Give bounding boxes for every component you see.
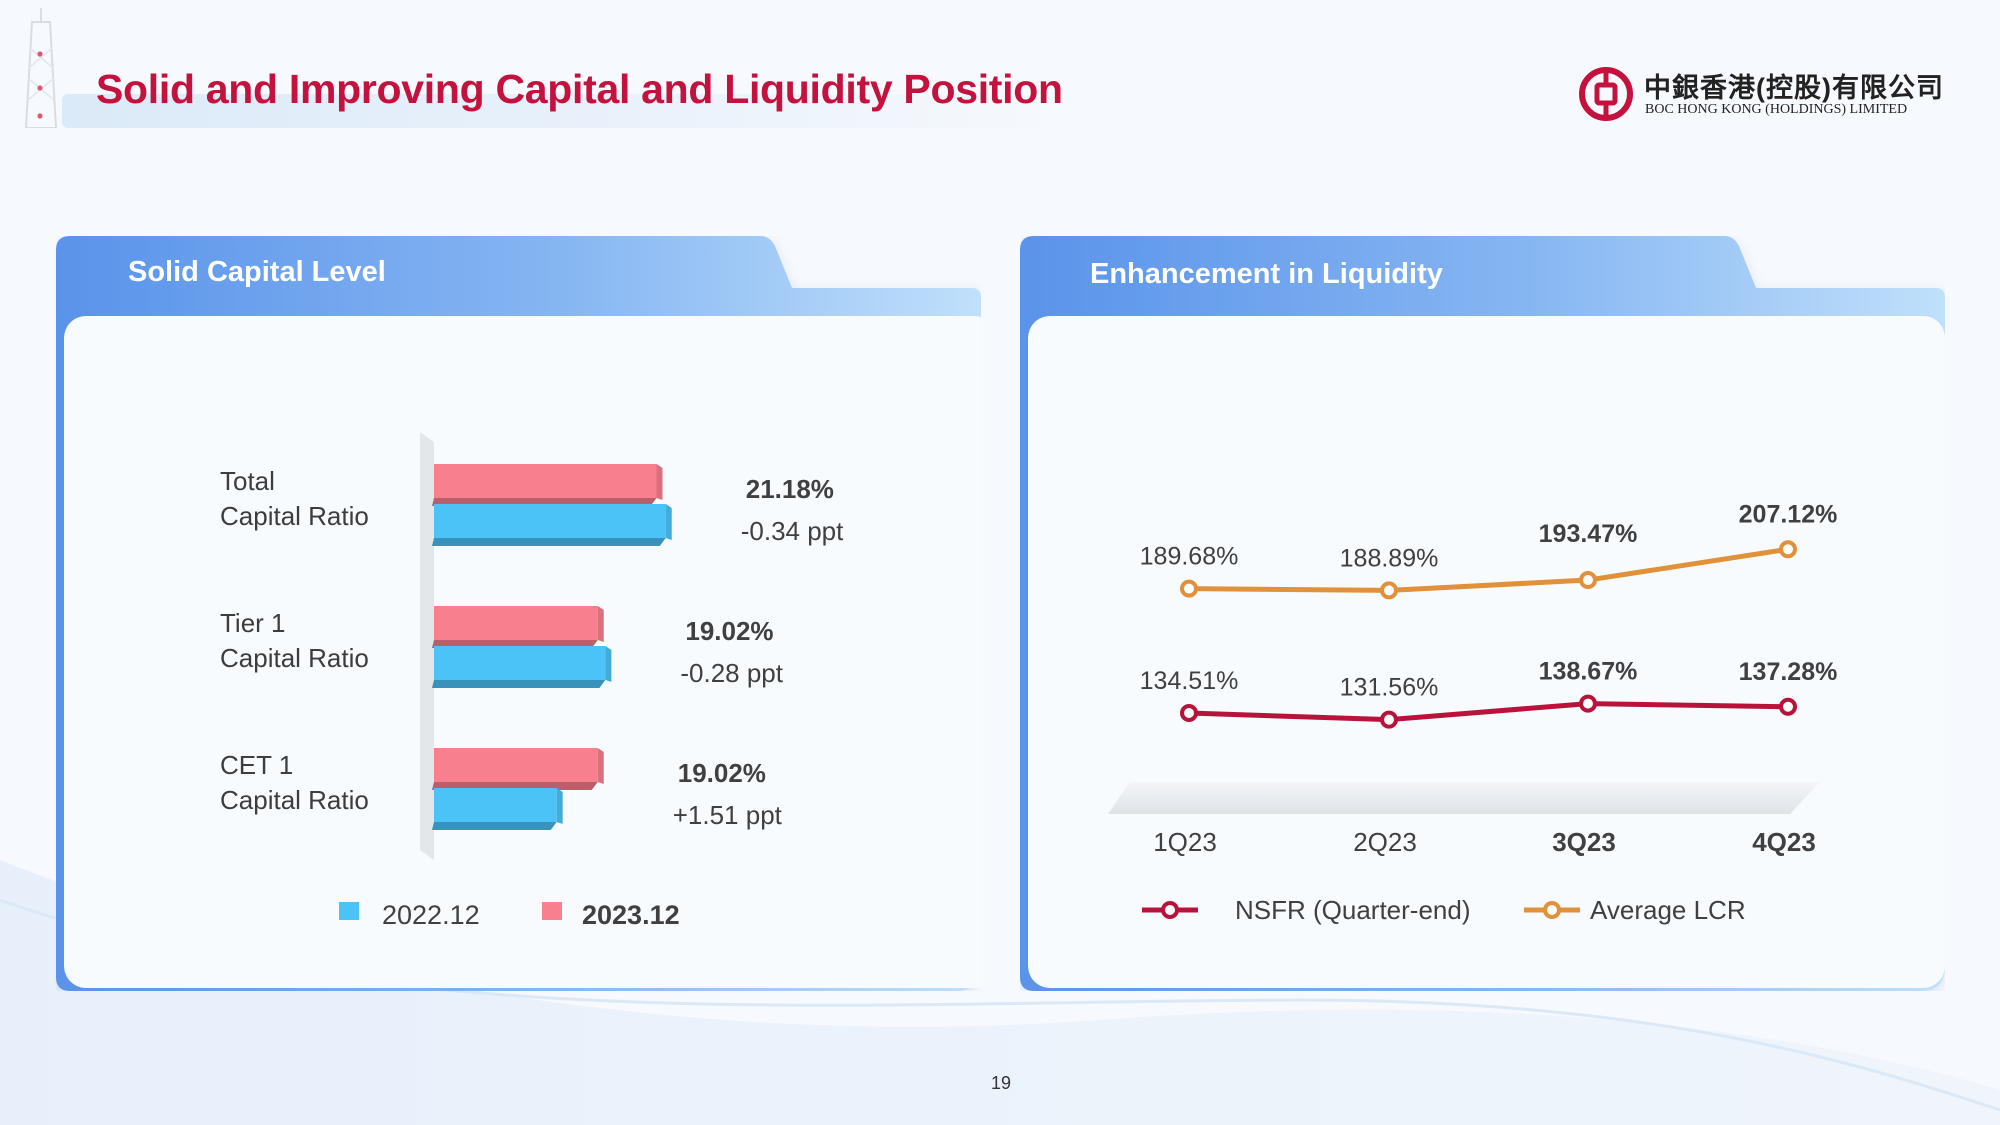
legend-label-lcr: Average LCR	[1590, 895, 1746, 925]
company-logo: 中銀香港(控股)有限公司 BOC HONG KONG (HOLDINGS) LI…	[1578, 64, 1943, 128]
tower-icon	[24, 8, 58, 128]
x-tick-label: 3Q23	[1552, 827, 1616, 857]
liquidity-panel: Enhancement in Liquidity 189.68% 188.89% 1…	[1020, 236, 1945, 991]
liquidity-ratio-chart: 189.68% 188.89% 193.47% 207.12% 134.51% 131.5…	[1140, 500, 1838, 925]
legend-label-nsfr: NSFR (Quarter-end)	[1235, 895, 1471, 925]
data-label: 19.02%	[685, 616, 773, 646]
nsfr-data-label: 138.67%	[1539, 658, 1638, 686]
bar-2022-0-bottom	[432, 538, 666, 546]
nsfr-point	[1779, 697, 1797, 716]
nsfr-point	[1579, 694, 1597, 713]
bar-2022-1-face	[434, 646, 606, 680]
bar-2023-0	[432, 464, 663, 506]
category-label: Capital Ratio	[220, 501, 369, 531]
bar-2022-1	[432, 646, 612, 688]
bar-2022-1-bottom	[432, 680, 606, 688]
bar-2022-2	[432, 788, 563, 830]
axis-wall	[420, 432, 434, 860]
lcr-data-label: 189.68%	[1140, 543, 1239, 571]
legend-swatch-2023	[542, 902, 562, 920]
legend-label-2022: 2022.12	[382, 900, 480, 930]
category-label: Capital Ratio	[220, 643, 369, 673]
lcr-point	[1380, 581, 1398, 600]
change-label: -0.34 ppt	[741, 516, 844, 546]
bar-2023-0-face	[434, 464, 657, 498]
title-underline-bar	[62, 94, 1062, 128]
lcr-data-label: 207.12%	[1739, 500, 1838, 528]
bar-2023-2	[432, 748, 604, 790]
capital-ratio-chart: Total Capital Ratio 21.18% -0.34 ppt Tier 1 C…	[220, 432, 844, 930]
lcr-data-label: 188.89%	[1340, 544, 1439, 572]
bar-2022-0	[432, 504, 672, 546]
bar-2022-0-face	[434, 504, 666, 538]
nsfr-point	[1380, 710, 1398, 729]
category-label: CET 1	[220, 750, 293, 780]
bar-2023-2-side	[597, 748, 604, 784]
legend-marker-lcr	[1543, 901, 1561, 919]
bar-2023-0-side	[656, 464, 663, 500]
category-label: Capital Ratio	[220, 785, 369, 815]
x-tick-label: 4Q23	[1752, 827, 1816, 857]
category-label: Total	[220, 466, 275, 496]
boc-logo-icon	[1579, 67, 1633, 121]
change-label: +1.51 ppt	[673, 800, 783, 830]
bar-2023-1-side	[597, 606, 604, 642]
data-label: 21.18%	[746, 474, 834, 504]
nsfr-point	[1180, 704, 1198, 722]
category-label: Tier 1	[220, 608, 286, 638]
x-tick-label: 2Q23	[1353, 827, 1417, 857]
liquidity-panel-frame	[1020, 236, 1945, 991]
lcr-point	[1779, 540, 1797, 559]
lcr-point	[1180, 579, 1198, 598]
data-label: 19.02%	[678, 758, 766, 788]
nsfr-line	[1188, 701, 1789, 723]
capital-panel-header: Solid Capital Level	[128, 256, 386, 288]
chart-base-platform	[1108, 782, 1820, 814]
legend-label-2023: 2023.12	[582, 900, 680, 930]
bar-2022-0-side	[665, 504, 672, 540]
capital-panel: Solid Capital Level Total Capital Ratio 21…	[56, 236, 981, 991]
page-number: 19	[990, 1073, 1012, 1093]
bar-2022-2-bottom	[432, 822, 557, 830]
nsfr-data-label: 134.51%	[1140, 667, 1239, 695]
bar-legend: 2022.12 2023.12	[339, 900, 680, 930]
lcr-line	[1188, 546, 1789, 593]
x-tick-label: 1Q23	[1153, 827, 1217, 857]
nsfr-data-label: 131.56%	[1340, 674, 1439, 702]
legend-marker-nsfr	[1161, 901, 1179, 919]
logo-english-name: BOC HONG KONG (HOLDINGS) LIMITED	[1645, 102, 1908, 117]
liquidity-panel-header: Enhancement in Liquidity	[1090, 258, 1443, 290]
line-legend: NSFR (Quarter-end) Average LCR	[1142, 895, 1746, 925]
bar-2023-1	[432, 606, 604, 648]
bar-2022-2-face	[434, 788, 557, 822]
bar-2022-1-side	[605, 646, 612, 682]
lcr-data-label: 193.47%	[1539, 520, 1638, 548]
change-label: -0.28 ppt	[680, 658, 783, 688]
slide-title: Solid and Improving Capital and Liquidit…	[96, 66, 1063, 112]
bar-2022-2-side	[556, 788, 563, 824]
bar-2023-2-face	[434, 748, 598, 782]
logo-chinese-name: 中銀香港(控股)有限公司	[1644, 73, 1944, 103]
nsfr-data-label: 137.28%	[1739, 658, 1838, 686]
bar-2023-1-face	[434, 606, 598, 640]
legend-swatch-2022	[339, 902, 359, 920]
lcr-point	[1579, 571, 1597, 590]
